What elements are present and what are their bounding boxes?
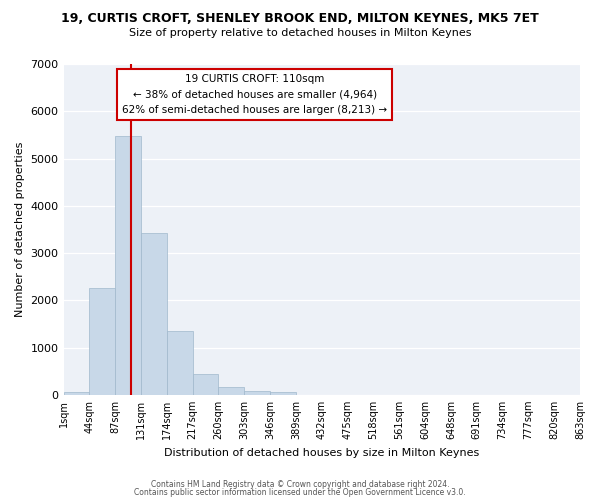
Bar <box>270 392 296 395</box>
Bar <box>64 392 89 395</box>
X-axis label: Distribution of detached houses by size in Milton Keynes: Distribution of detached houses by size … <box>164 448 479 458</box>
Text: Contains HM Land Registry data © Crown copyright and database right 2024.: Contains HM Land Registry data © Crown c… <box>151 480 449 489</box>
Text: 19 CURTIS CROFT: 110sqm
← 38% of detached houses are smaller (4,964)
62% of semi: 19 CURTIS CROFT: 110sqm ← 38% of detache… <box>122 74 387 115</box>
Y-axis label: Number of detached properties: Number of detached properties <box>15 142 25 317</box>
Text: 19, CURTIS CROFT, SHENLEY BROOK END, MILTON KEYNES, MK5 7ET: 19, CURTIS CROFT, SHENLEY BROOK END, MIL… <box>61 12 539 26</box>
Bar <box>193 374 218 395</box>
Text: Size of property relative to detached houses in Milton Keynes: Size of property relative to detached ho… <box>129 28 471 38</box>
Bar <box>89 288 115 395</box>
Bar <box>244 391 270 395</box>
Bar <box>218 387 244 395</box>
Bar <box>167 332 193 395</box>
Text: Contains public sector information licensed under the Open Government Licence v3: Contains public sector information licen… <box>134 488 466 497</box>
Bar <box>141 233 167 395</box>
Bar <box>115 136 141 395</box>
